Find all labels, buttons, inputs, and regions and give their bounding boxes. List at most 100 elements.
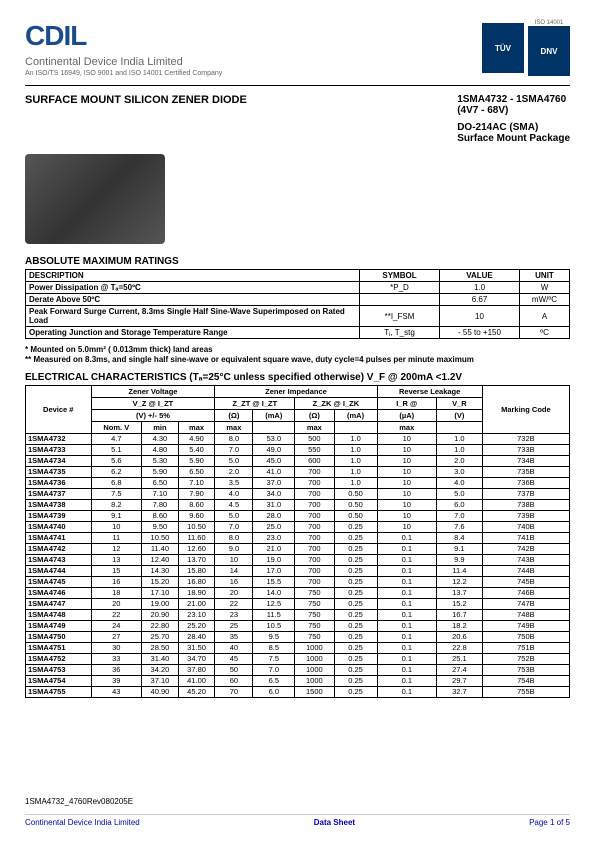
table-cell: 5.1: [91, 444, 142, 455]
table-cell: 0.50: [334, 488, 377, 499]
table-row: 1SMA47366.86.507.103.537.07001.0104.0736…: [26, 477, 570, 488]
table-cell: 31.0: [253, 499, 295, 510]
table-row: Derate Above 50ºC6.67mW/ºC: [26, 294, 570, 306]
table-cell: 0.1: [377, 609, 436, 620]
table-cell: 738B: [482, 499, 569, 510]
elec-header: (mA): [253, 409, 295, 421]
table-row: 1SMA47482220.9023.102311.57500.250.116.7…: [26, 609, 570, 620]
table-cell: 750: [295, 631, 334, 642]
table-cell: 750: [295, 598, 334, 609]
table-row: 1SMA47335.14.805.407.049.05501.0101.0733…: [26, 444, 570, 455]
table-cell: 0.25: [334, 686, 377, 697]
table-cell: 22: [215, 598, 253, 609]
table-cell: 40: [215, 642, 253, 653]
cert-badges: TÜV ISO 14001 DNV: [482, 20, 570, 76]
table-cell: 12.5: [253, 598, 295, 609]
table-cell: 15: [91, 565, 142, 576]
table-cell: 1.0: [440, 282, 520, 294]
table-cell: 0.50: [334, 499, 377, 510]
table-row: 1SMA47421211.4012.609.021.07000.250.19.1…: [26, 543, 570, 554]
package-line1: DO-214AC (SMA): [457, 122, 570, 133]
dnv-badge-icon: DNV: [528, 26, 570, 76]
part-range: 1SMA4732 - 1SMA4760 (4V7 - 68V) DO-214AC…: [457, 94, 570, 144]
table-cell: 41.0: [253, 466, 295, 477]
table-cell: 16.80: [178, 576, 215, 587]
table-cell: 1.0: [334, 433, 377, 444]
table-cell: 0.25: [334, 532, 377, 543]
table-cell: 0.1: [377, 598, 436, 609]
table-cell: 700: [295, 565, 334, 576]
table-cell: 27: [91, 631, 142, 642]
part-range-line2: (4V7 - 68V): [457, 105, 570, 116]
table-cell: 736B: [482, 477, 569, 488]
table-cell: 1SMA4754: [26, 675, 92, 686]
note-line2: ** Measured on 8.3ms, and single half si…: [25, 355, 570, 365]
elec-group-header-row: Device # Zener Voltage Zener Impedance R…: [26, 385, 570, 397]
table-cell: 10.50: [178, 521, 215, 532]
table-cell: 4.5: [215, 499, 253, 510]
table-cell: 1.0: [334, 444, 377, 455]
table-cell: 0.1: [377, 576, 436, 587]
table-cell: 1SMA4753: [26, 664, 92, 675]
table-cell: 1500: [295, 686, 334, 697]
elec-header: max: [295, 421, 334, 433]
table-cell: 1.0: [334, 466, 377, 477]
table-cell: 21.0: [253, 543, 295, 554]
table-cell: 745B: [482, 576, 569, 587]
table-row: Power Dissipation @ Tₐ=50ºC*P_D1.0W: [26, 282, 570, 294]
table-cell: 10: [91, 521, 142, 532]
table-row: Peak Forward Surge Current, 8.3ms Single…: [26, 306, 570, 327]
table-cell: 7.0: [437, 510, 483, 521]
table-cell: 739B: [482, 510, 569, 521]
table-cell: 742B: [482, 543, 569, 554]
table-row: 1SMA47461817.1018.902014.07500.250.113.7…: [26, 587, 570, 598]
ratings-title: ABSOLUTE MAXIMUM RATINGS: [25, 256, 570, 267]
product-title: SURFACE MOUNT SILICON ZENER DIODE: [25, 94, 247, 144]
table-cell: 35: [215, 631, 253, 642]
table-cell: 50: [215, 664, 253, 675]
table-cell: 28.40: [178, 631, 215, 642]
table-cell: 10: [440, 306, 520, 327]
table-cell: 34.0: [253, 488, 295, 499]
cert-line: An ISO/TS 16949, ISO 9001 and ISO 14001 …: [25, 70, 222, 77]
table-cell: 11.4: [437, 565, 483, 576]
table-cell: 49.0: [253, 444, 295, 455]
table-cell: 20.90: [142, 609, 179, 620]
table-cell: 0.25: [334, 576, 377, 587]
table-cell: 2.0: [215, 466, 253, 477]
table-cell: 750: [295, 587, 334, 598]
table-cell: 1SMA4744: [26, 565, 92, 576]
table-cell: 5.0: [215, 510, 253, 521]
elec-header: Marking Code: [482, 385, 569, 433]
table-cell: 8.5: [253, 642, 295, 653]
table-cell: 12.40: [142, 554, 179, 565]
table-cell: 9.1: [437, 543, 483, 554]
table-cell: 16.7: [437, 609, 483, 620]
table-cell: 11.40: [142, 543, 179, 554]
table-cell: 1SMA4750: [26, 631, 92, 642]
table-cell: 18.2: [437, 620, 483, 631]
table-cell: 1SMA4743: [26, 554, 92, 565]
table-cell: 1SMA4745: [26, 576, 92, 587]
table-cell: 700: [295, 521, 334, 532]
table-cell: 0.25: [334, 598, 377, 609]
table-cell: 8.2: [91, 499, 142, 510]
elec-header: (V) +/- 5%: [91, 409, 215, 421]
table-cell: 16: [215, 576, 253, 587]
table-cell: 17.10: [142, 587, 179, 598]
table-cell: 700: [295, 466, 334, 477]
table-cell: 8.0: [215, 433, 253, 444]
table-cell: 0.25: [334, 609, 377, 620]
table-cell: 36: [91, 664, 142, 675]
table-cell: 0.25: [334, 543, 377, 554]
footer: 1SMA4732_4760Rev080205E Continental Devi…: [25, 797, 570, 827]
table-cell: 45.0: [253, 455, 295, 466]
table-cell: 6.50: [178, 466, 215, 477]
footer-bar: Continental Device India Limited Data Sh…: [25, 814, 570, 827]
package-line2: Surface Mount Package: [457, 133, 570, 144]
table-cell: 9.1: [91, 510, 142, 521]
table-cell: Derate Above 50ºC: [26, 294, 360, 306]
elec-header: min: [142, 421, 179, 433]
table-cell: 10: [215, 554, 253, 565]
table-cell: 700: [295, 499, 334, 510]
